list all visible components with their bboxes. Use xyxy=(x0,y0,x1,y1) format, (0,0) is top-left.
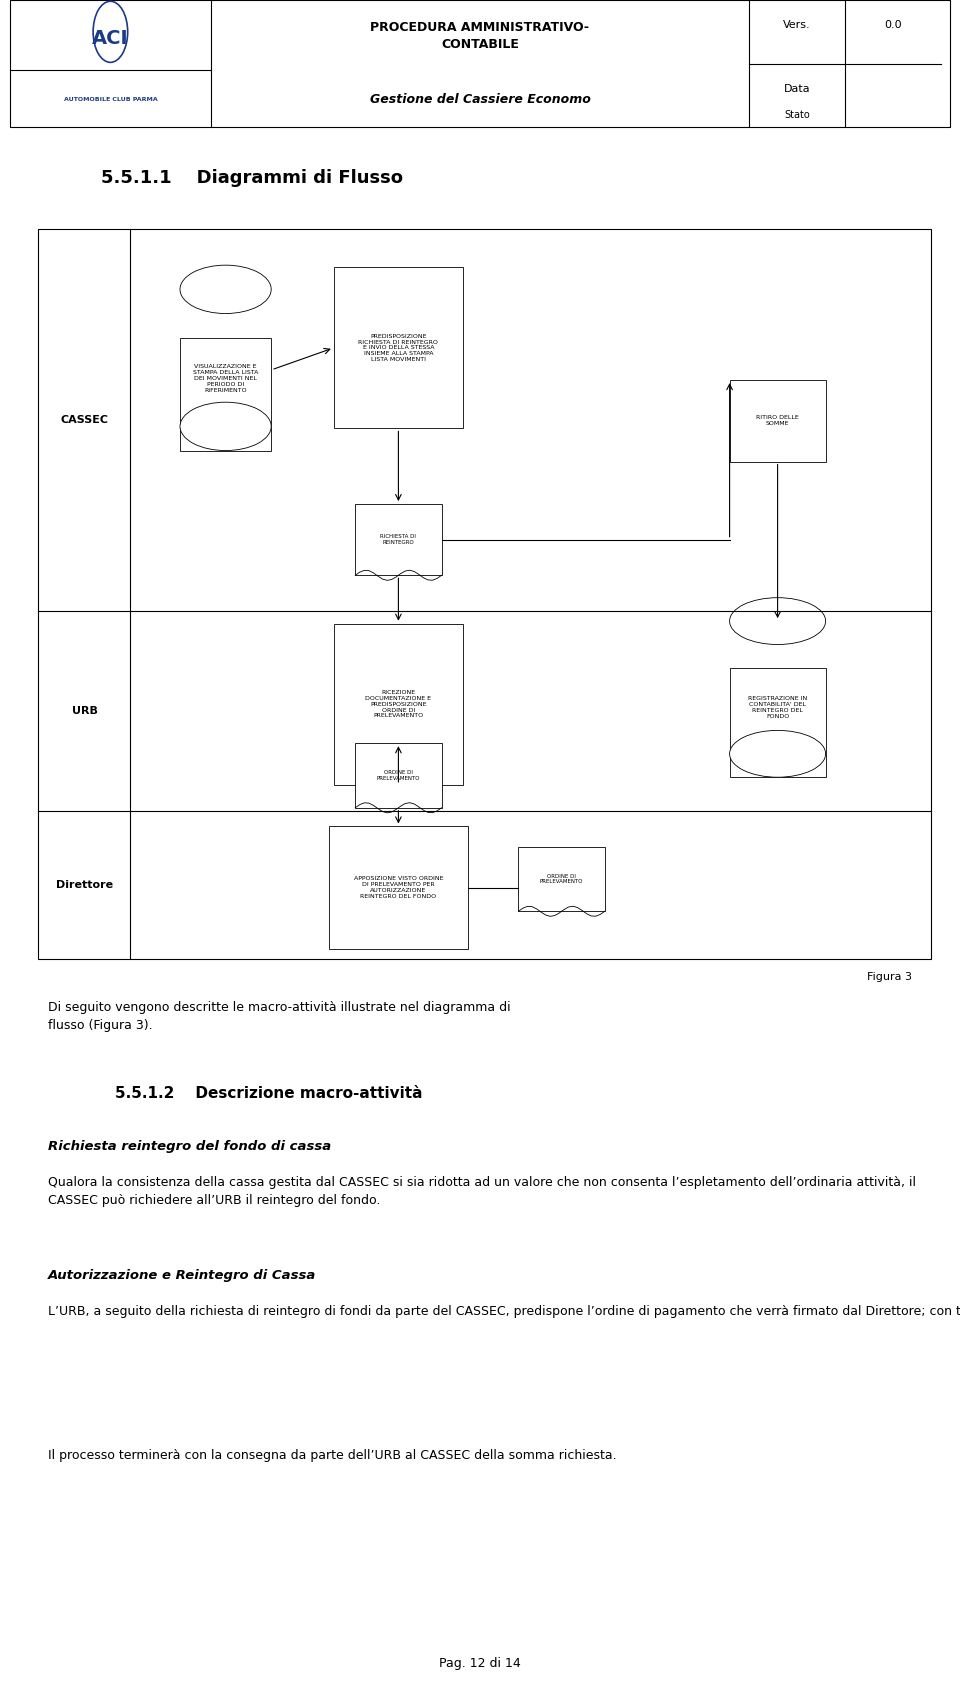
Text: APPOSIZIONE VISTO ORDINE
DI PRELEVAMENTO PER
AUTORIZZAZIONE
REINTEGRO DEL FONDO: APPOSIZIONE VISTO ORDINE DI PRELEVAMENTO… xyxy=(353,876,444,899)
Text: VISUALIZZAZIONE E
STAMPA DELLA LISTA
DEI MOVIMENTI NEL
PERIODO DI
RIFERIMENTO: VISUALIZZAZIONE E STAMPA DELLA LISTA DEI… xyxy=(193,365,258,392)
Text: Autorizzazione e Reintegro di Cassa: Autorizzazione e Reintegro di Cassa xyxy=(48,1269,317,1283)
Bar xyxy=(355,504,442,575)
Bar xyxy=(355,743,442,808)
Text: Gestione del Cassiere Economo: Gestione del Cassiere Economo xyxy=(370,93,590,105)
Text: Pag. 12 di 14: Pag. 12 di 14 xyxy=(439,1656,521,1670)
Text: Figura 3: Figura 3 xyxy=(867,972,912,983)
Bar xyxy=(328,826,468,949)
Bar xyxy=(180,338,271,451)
Text: REGISTRAZIONE IN
CONTABILITA' DEL
REINTEGRO DEL
FONDO: REGISTRAZIONE IN CONTABILITA' DEL REINTE… xyxy=(748,696,807,720)
Ellipse shape xyxy=(180,402,271,451)
Text: Di seguito vengono descritte le macro-attività illustrate nel diagramma di
fluss: Di seguito vengono descritte le macro-at… xyxy=(48,1001,511,1032)
Text: CASSEC: CASSEC xyxy=(60,416,108,424)
Bar xyxy=(730,380,826,462)
Ellipse shape xyxy=(730,597,826,645)
Text: Data: Data xyxy=(783,85,810,93)
Text: ACI: ACI xyxy=(92,29,129,48)
Text: ORDINE DI
PRELEVAMENTO: ORDINE DI PRELEVAMENTO xyxy=(540,874,584,884)
Text: RITIRO DELLE
SOMME: RITIRO DELLE SOMME xyxy=(756,416,799,426)
Bar xyxy=(518,847,605,911)
Bar xyxy=(334,623,463,784)
Text: Stato: Stato xyxy=(784,110,809,119)
Text: Vers.: Vers. xyxy=(783,20,810,31)
Bar xyxy=(10,0,950,127)
Text: PROCEDURA AMMINISTRATIVO-
CONTABILE: PROCEDURA AMMINISTRATIVO- CONTABILE xyxy=(371,20,589,51)
Text: AUTOMOBILE CLUB PARMA: AUTOMOBILE CLUB PARMA xyxy=(63,97,157,102)
Text: 0.0: 0.0 xyxy=(884,20,901,31)
Text: RICHIESTA DI
REINTEGRO: RICHIESTA DI REINTEGRO xyxy=(380,535,417,545)
Bar xyxy=(730,669,826,777)
Text: Qualora la consistenza della cassa gestita dal CASSEC si sia ridotta ad un valor: Qualora la consistenza della cassa gesti… xyxy=(48,1176,916,1207)
Ellipse shape xyxy=(730,730,826,777)
Text: L’URB, a seguito della richiesta di reintegro di fondi da parte del CASSEC, pred: L’URB, a seguito della richiesta di rein… xyxy=(48,1305,960,1319)
Text: Il processo terminerà con la consegna da parte dell’URB al CASSEC della somma ri: Il processo terminerà con la consegna da… xyxy=(48,1449,616,1463)
Bar xyxy=(334,266,463,428)
Text: Richiesta reintegro del fondo di cassa: Richiesta reintegro del fondo di cassa xyxy=(48,1140,331,1154)
Text: 5.5.1.2    Descrizione macro-attività: 5.5.1.2 Descrizione macro-attività xyxy=(115,1086,422,1101)
Text: URB: URB xyxy=(72,706,97,716)
Ellipse shape xyxy=(180,265,271,314)
Text: Direttore: Direttore xyxy=(56,881,113,889)
Text: 5.5.1.1    Diagrammi di Flusso: 5.5.1.1 Diagrammi di Flusso xyxy=(101,170,403,187)
Text: PREDISPOSIZIONE
RICHIESTA DI REINTEGRO
E INVIO DELLA STESSA
INSIEME ALLA STAMPA
: PREDISPOSIZIONE RICHIESTA DI REINTEGRO E… xyxy=(358,334,439,361)
Bar xyxy=(38,229,931,959)
Text: ORDINE DI
PRELEVAMENTO: ORDINE DI PRELEVAMENTO xyxy=(376,770,420,781)
Text: RICEZIONE
DOCUMENTAZIONE E
PREDISPOSIZIONE
ORDINE DI
PRELEVAMENTO: RICEZIONE DOCUMENTAZIONE E PREDISPOSIZIO… xyxy=(366,691,431,718)
